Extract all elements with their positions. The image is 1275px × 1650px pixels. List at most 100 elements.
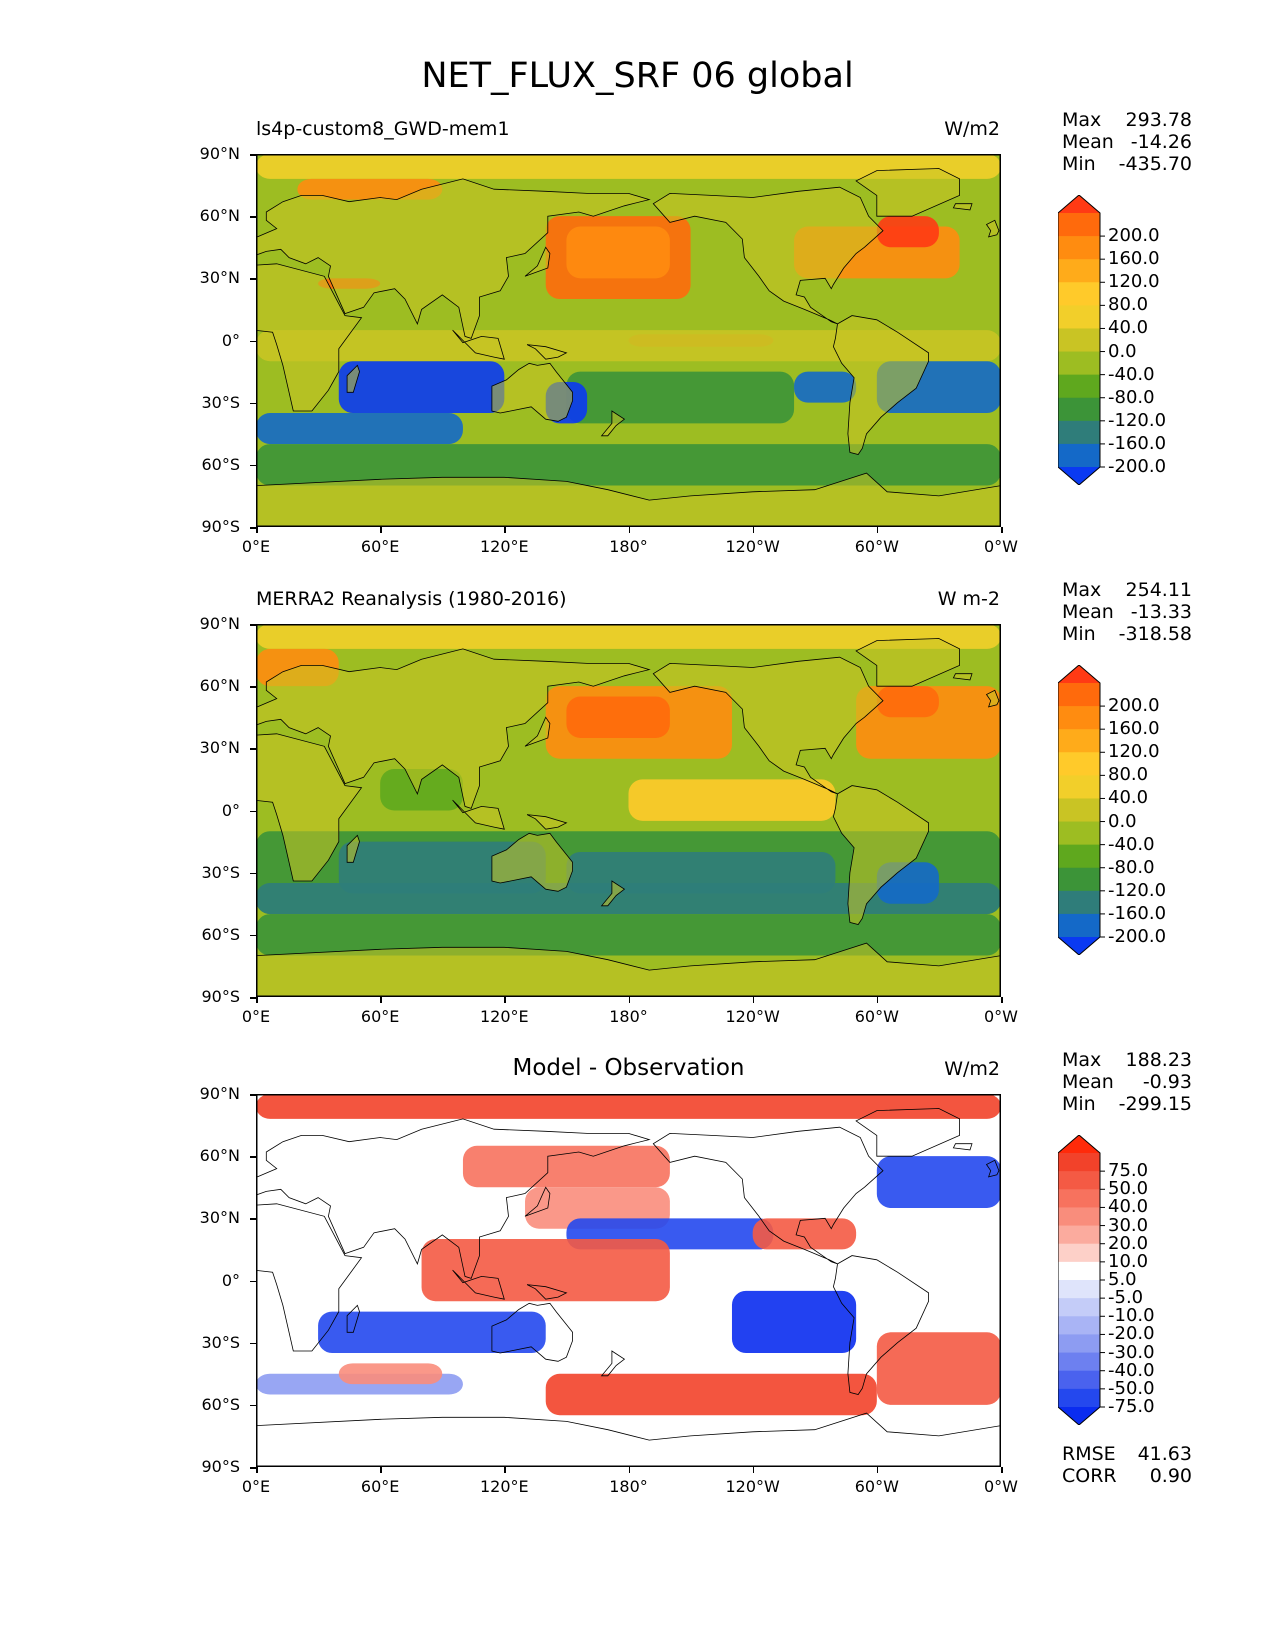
colorbar-segment — [1058, 798, 1100, 823]
lat-tick-label: 30°N — [199, 1208, 240, 1228]
colorbar — [1057, 664, 1108, 956]
colorbar-segment — [1058, 1153, 1100, 1172]
lon-tick-label: 0°E — [241, 1007, 271, 1026]
coastline — [600, 410, 626, 437]
colorbar-segment — [1058, 443, 1100, 468]
lon-tick-label: 60°W — [854, 1477, 899, 1496]
map-plot — [256, 1094, 1001, 1467]
coastline — [346, 364, 360, 393]
coastline — [256, 942, 1001, 997]
colorbar — [1057, 1134, 1108, 1426]
lat-tick-label: 60°N — [199, 1146, 240, 1166]
lat-tick — [250, 278, 256, 280]
lon-tick-label: 0°W — [984, 537, 1018, 556]
stat-label: Mean — [1062, 1071, 1114, 1093]
lat-tick-label: 90°N — [199, 1084, 240, 1103]
colorbar-label: -40.0 — [1108, 1359, 1155, 1381]
stat-value: -13.33 — [1130, 601, 1192, 623]
coastline — [256, 263, 363, 412]
colorbar-segment — [1058, 1189, 1100, 1208]
coastline — [855, 1108, 960, 1157]
colorbar-label: -160.0 — [1108, 902, 1167, 924]
stat-value: 293.78 — [1125, 109, 1192, 131]
field-region — [256, 413, 463, 445]
lon-tick-label: 180° — [609, 1007, 648, 1026]
lat-tick-label: 30°S — [201, 392, 240, 412]
coastline — [256, 178, 651, 339]
lat-tick — [250, 464, 256, 467]
lon-tick — [256, 527, 258, 533]
field-region — [380, 769, 463, 811]
colorbar-segment — [1058, 1298, 1100, 1317]
coastline — [256, 1412, 1001, 1467]
coastline — [524, 716, 551, 747]
colorbar-segment — [1058, 775, 1100, 799]
colorbar-segment — [1058, 729, 1100, 753]
lat-tick-label: 0° — [221, 330, 240, 350]
colorbar-label: 30.0 — [1108, 1214, 1149, 1236]
colorbar-label: 50.0 — [1108, 1178, 1149, 1200]
coastline — [452, 1269, 505, 1300]
colorbar-segment — [1058, 236, 1100, 260]
lat-tick — [250, 527, 256, 529]
lon-tick — [256, 1467, 258, 1473]
colorbar-segment — [1058, 1243, 1100, 1263]
colorbar-label: -80.0 — [1108, 856, 1155, 878]
colorbar-segment — [1058, 1171, 1100, 1190]
colorbar-label: -200.0 — [1108, 926, 1167, 947]
panel-difference: Model - Observation W/m2 90°N 60°N 30°N 0° 3… — [0, 1049, 1275, 1496]
coastline — [652, 656, 884, 795]
colorbar-label: 40.0 — [1108, 787, 1149, 809]
colorbar-label: 40.0 — [1108, 1196, 1149, 1218]
lon-tick-label: 60°E — [360, 1007, 400, 1026]
lon-tick-label: 120°W — [725, 1007, 780, 1026]
lat-tick-label: 90°N — [199, 144, 240, 163]
coastline — [256, 648, 651, 809]
lon-tick-label: 60°E — [360, 1477, 400, 1496]
lat-tick — [250, 624, 256, 626]
colorbar-segment — [1058, 844, 1100, 869]
coastline — [524, 246, 551, 277]
lon-tick — [256, 997, 258, 1003]
coastline — [452, 799, 505, 830]
panel-units: W/m2 — [944, 118, 1000, 140]
colorbar-segment — [1058, 752, 1100, 776]
field-region — [256, 330, 1001, 362]
lat-tick — [250, 1342, 256, 1345]
coastline — [491, 832, 573, 892]
lon-tick-label: 0°W — [984, 1477, 1018, 1496]
lon-tick — [504, 997, 506, 1003]
lat-tick — [250, 872, 256, 875]
lat-tick-label: 30°S — [201, 862, 240, 882]
colorbar-label: 75.0 — [1108, 1160, 1149, 1182]
lon-tick-label: 120°W — [725, 1477, 780, 1496]
lon-tick — [876, 1467, 879, 1473]
colorbar-label: -160.0 — [1108, 432, 1167, 454]
colorbar-segment — [1058, 890, 1100, 915]
coastline — [855, 638, 960, 687]
lon-tick — [380, 527, 382, 533]
lon-tick — [1001, 527, 1003, 533]
colorbar-extend-max — [1058, 665, 1100, 683]
lat-tick-label: 90°N — [199, 614, 240, 633]
field-region — [566, 371, 795, 424]
colorbar-segment — [1058, 1261, 1100, 1281]
lon-tick-label: 0°E — [241, 537, 271, 556]
field-region — [566, 226, 670, 279]
lon-tick-label: 0°W — [984, 1007, 1018, 1026]
field-region — [752, 1218, 857, 1250]
field-region — [628, 779, 836, 821]
coastline — [491, 1302, 573, 1362]
coastline — [346, 1304, 360, 1333]
panel-title: ls4p-custom8_GWD-mem1 — [256, 118, 510, 140]
colorbar-segment — [1058, 213, 1100, 237]
stat-label: CORR — [1062, 1465, 1117, 1487]
field-region — [338, 1363, 443, 1385]
lon-tick-label: 180° — [609, 1477, 648, 1496]
field-region — [318, 1311, 546, 1354]
lon-tick — [752, 527, 755, 533]
stat-value: 254.11 — [1125, 579, 1192, 601]
colorbar-segment — [1058, 683, 1100, 707]
colorbar-segment — [1058, 259, 1100, 283]
lat-tick-label: 90°S — [201, 987, 240, 1006]
